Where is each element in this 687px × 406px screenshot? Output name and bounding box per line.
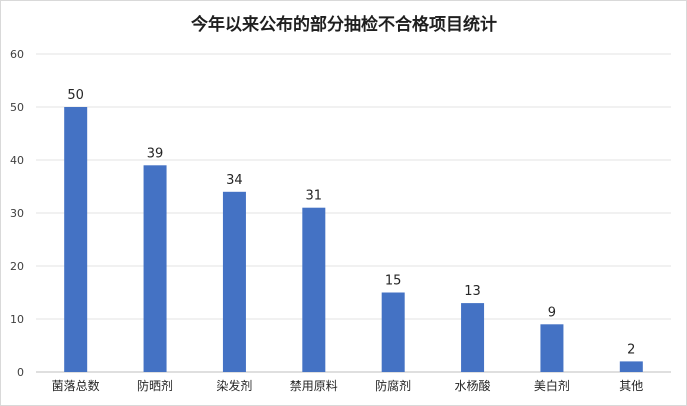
bar (302, 207, 326, 372)
data-label: 2 (627, 342, 635, 357)
gridlines (36, 53, 671, 373)
bar (540, 324, 564, 372)
data-label: 9 (548, 305, 556, 320)
x-category-label: 防晒剂 (137, 378, 173, 393)
data-label: 34 (226, 173, 243, 188)
x-category-label: 美白剂 (534, 378, 570, 393)
bar (619, 361, 643, 372)
y-tick-label: 20 (10, 260, 24, 273)
data-label: 15 (385, 274, 402, 289)
bar (461, 303, 485, 372)
y-tick-label: 50 (10, 101, 24, 114)
x-category-label: 禁用原料 (290, 379, 338, 393)
y-tick-label: 40 (10, 154, 24, 167)
chart-title: 今年以来公布的部分抽检不合格项目统计 (191, 14, 497, 35)
bar (64, 107, 88, 372)
x-category-label: 防腐剂 (375, 378, 411, 393)
data-label: 13 (464, 284, 481, 299)
bars (64, 107, 643, 372)
data-label: 50 (67, 88, 84, 103)
x-category-label: 水杨酸 (455, 378, 491, 393)
y-tick-label: 60 (10, 48, 24, 61)
x-category-label: 染发剂 (216, 378, 252, 393)
bar (222, 191, 246, 372)
x-category-label: 菌落总数 (52, 378, 100, 393)
x-axis-categories: 菌落总数 防晒剂 染发剂 禁用原料 防腐剂 水杨酸 美白剂 其他 (52, 378, 644, 393)
y-axis-ticks: 0 10 20 30 40 50 60 (10, 48, 24, 379)
bar (143, 165, 167, 372)
y-tick-label: 10 (10, 313, 24, 326)
data-label: 39 (147, 146, 164, 161)
data-labels: 50 39 34 31 15 13 9 2 (67, 88, 635, 357)
y-tick-label: 0 (17, 366, 24, 379)
y-tick-label: 30 (10, 207, 24, 220)
bar (381, 292, 405, 372)
x-category-label: 其他 (619, 379, 643, 393)
data-label: 31 (306, 189, 323, 204)
